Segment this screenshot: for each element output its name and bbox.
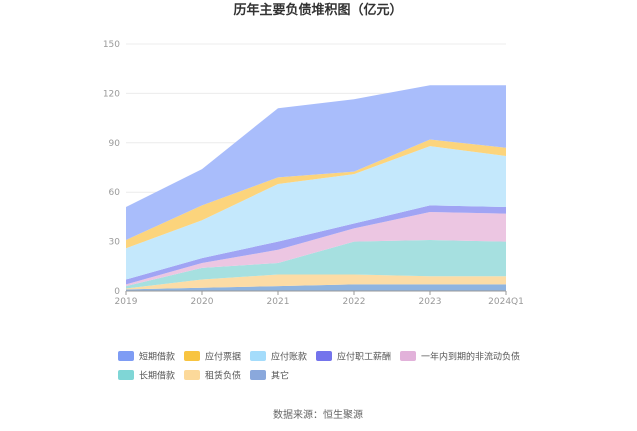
x-tick-label: 2019 [115,297,138,307]
area-应付票据 [126,139,506,249]
legend-swatch [316,351,332,361]
y-tick-label: 0 [114,287,120,297]
chart-title: 历年主要负债堆积图（亿元） [233,2,402,18]
legend-item[interactable]: 其它 [250,370,289,382]
legend-item[interactable]: 应付账款 [250,351,307,363]
legend-swatch [250,370,266,380]
legend-label: 其它 [271,370,289,382]
legend-label: 短期借款 [139,351,175,363]
area-series [126,85,506,291]
legend-swatch [184,370,200,380]
legend-label: 长期借款 [139,370,175,382]
x-tick-label: 2023 [419,297,442,307]
data-source: 数据来源：恒生聚源 [273,408,363,421]
legend-label: 租赁负债 [205,370,241,382]
legend-item[interactable]: 应付票据 [184,351,241,363]
y-tick-label: 90 [109,139,121,149]
legend-swatch [118,370,134,380]
legend-item[interactable]: 应付职工薪酬 [316,351,391,363]
area-应付账款 [126,146,506,280]
x-tick-label: 2024Q1 [488,297,524,307]
legend-label: 应付职工薪酬 [337,351,391,363]
legend-swatch [184,351,200,361]
legend-item[interactable]: 长期借款 [118,370,175,382]
area-长期借款 [126,240,506,289]
area-一年内到期的非流动负债 [126,212,506,287]
legend-label: 一年内到期的非流动负债 [421,351,520,363]
axes: 0 30 60 90 120 150 2019 2020 2021 2022 2023 2024Q1 [103,40,524,307]
legend-swatch [118,351,134,361]
area-短期借款 [126,85,506,240]
y-tick-label: 60 [109,188,121,198]
x-tick-label: 2020 [191,297,214,307]
y-tick-label: 150 [103,40,120,50]
x-tick-label: 2021 [267,297,290,307]
y-tick-label: 30 [109,238,121,248]
legend-label: 应付账款 [271,351,307,363]
legend-item[interactable]: 租赁负债 [184,370,241,382]
y-tick-label: 120 [103,89,120,99]
legend-label: 应付票据 [205,351,241,363]
area-租赁负债 [126,274,506,290]
legend-item[interactable]: 一年内到期的非流动负债 [400,351,520,363]
area-其它 [126,284,506,291]
x-tick-label: 2022 [343,297,366,307]
legend-swatch [400,351,416,361]
legend-swatch [250,351,266,361]
legend-item[interactable]: 短期借款 [118,351,175,363]
